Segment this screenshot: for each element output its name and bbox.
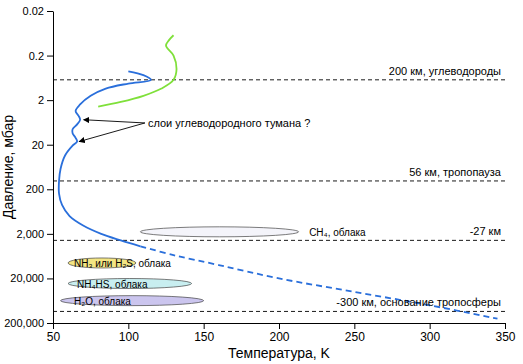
y-tick: 0.2 <box>29 50 53 62</box>
reference-line <box>53 79 505 80</box>
cloud-layer <box>61 296 204 306</box>
y-tick-mark <box>47 278 53 279</box>
x-axis: 50 100 150 200 250 300 350 <box>47 323 516 344</box>
x-tick-label: 50 <box>47 330 61 344</box>
x-tick: 300 <box>420 323 440 344</box>
y-tick: 20 <box>32 139 53 151</box>
reference-label: 56 км, тропопауза <box>409 166 502 178</box>
x-tick-mark <box>204 323 205 329</box>
x-tick-label: 350 <box>495 330 515 344</box>
x-tick: 350 <box>495 323 515 344</box>
y-tick-label: 0.2 <box>29 50 44 62</box>
profile-line <box>98 35 176 106</box>
x-tick-label: 300 <box>420 330 440 344</box>
chart: 50 100 150 200 250 300 350 0.02 0.2 2 20 200 2,000 20… <box>0 0 523 364</box>
y-tick-mark <box>47 56 53 57</box>
y-tick-label: 200,000 <box>4 317 44 329</box>
y-tick-label: 2 <box>38 94 44 106</box>
y-tick-label: 2,000 <box>16 228 44 240</box>
x-tick-label: 250 <box>345 330 365 344</box>
y-tick-label: 20 <box>32 139 44 151</box>
y-tick: 2 <box>38 94 53 106</box>
y-tick-mark <box>47 323 53 324</box>
reference-label: -27 км <box>470 225 501 237</box>
y-axis-line <box>53 12 54 324</box>
x-tick: 150 <box>194 323 214 344</box>
cloud-layer <box>68 279 192 289</box>
y-tick-mark <box>47 100 53 101</box>
y-tick-label: 20,000 <box>10 272 44 284</box>
x-tick-mark <box>279 323 280 329</box>
x-tick-mark <box>53 323 54 329</box>
x-tick-mark <box>354 323 355 329</box>
x-axis-title: Температура, K <box>228 345 331 361</box>
x-tick-mark <box>430 323 431 329</box>
cloud-label: NH₃ или H₂S, облака <box>74 258 171 269</box>
y-tick: 200 <box>26 183 53 195</box>
annotation-text: слои углеводородного тумана ? <box>148 117 310 129</box>
x-tick: 200 <box>269 323 289 344</box>
y-tick: 200,000 <box>4 317 53 329</box>
y-tick: 0.02 <box>23 5 53 17</box>
y-tick-label: 200 <box>26 183 44 195</box>
cloud-layer <box>140 227 298 237</box>
marks <box>53 35 505 318</box>
cloud-label: H₂O, облака <box>74 296 131 307</box>
reference-line <box>53 311 505 312</box>
cloud-label: NH₄HS, облака <box>77 279 148 290</box>
x-tick-mark <box>505 323 506 329</box>
y-tick-mark <box>47 11 53 12</box>
y-tick-label: 0.02 <box>23 5 44 17</box>
annotation-arrow <box>79 123 145 142</box>
y-tick: 2,000 <box>16 228 53 240</box>
reference-label: 200 км, углеводороды <box>389 65 501 77</box>
x-tick: 50 <box>47 323 61 344</box>
x-tick-mark <box>128 323 129 329</box>
x-tick-label: 100 <box>119 330 139 344</box>
x-tick: 100 <box>119 323 139 344</box>
reference-label: -300 км, основание тропосферы <box>336 296 501 308</box>
y-axis-title: Давление, мбар <box>0 115 16 219</box>
y-tick-mark <box>47 145 53 146</box>
annotation-arrow <box>84 120 145 123</box>
x-tick-label: 200 <box>269 330 289 344</box>
plot-area: 50 100 150 200 250 300 350 0.02 0.2 2 20 200 2,000 20… <box>4 5 516 344</box>
x-tick-label: 150 <box>194 330 214 344</box>
cloud-label: CH₄, облака <box>309 227 366 238</box>
annotations: 200 км, углеводороды 56 км, тропопауза -27… <box>74 65 502 309</box>
y-tick-mark <box>47 234 53 235</box>
reference-line <box>53 180 505 181</box>
y-tick: 20,000 <box>10 272 53 284</box>
x-tick: 250 <box>345 323 365 344</box>
y-tick-mark <box>47 189 53 190</box>
